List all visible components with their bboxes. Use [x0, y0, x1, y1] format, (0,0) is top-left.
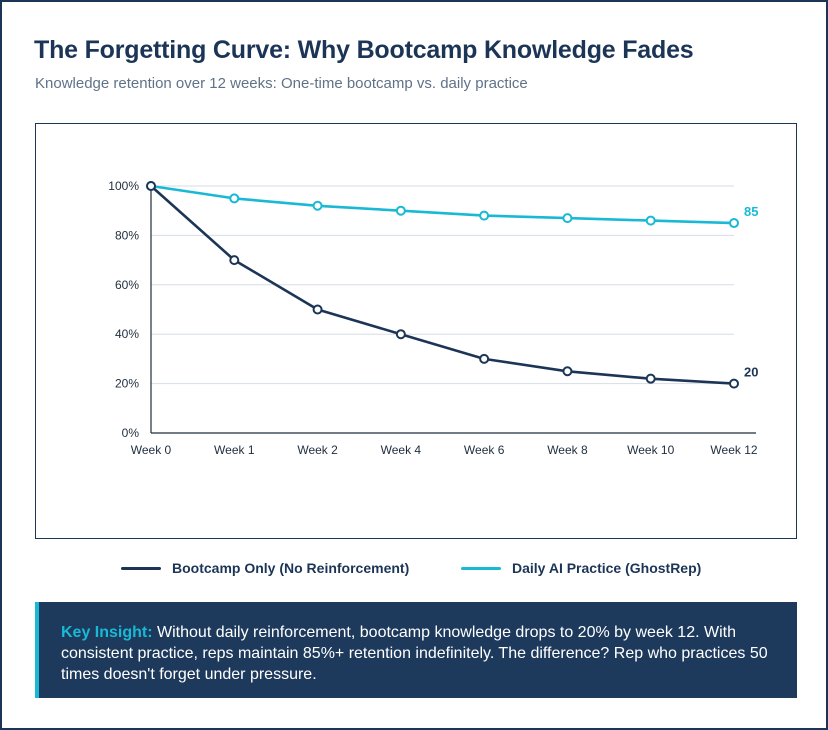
legend-label-bootcamp: Bootcamp Only (No Reinforcement) — [172, 560, 410, 576]
line-chart: 0% 20% 40% 60% 80% 100% Week 0 Week 1 Week 2 Week… — [108, 179, 758, 457]
insight-title: Key Insight: — [61, 624, 153, 641]
x-tick-label: Week 8 — [547, 443, 588, 457]
legend-item-bootcamp[interactable]: Bootcamp Only (No Reinforcement) — [121, 557, 409, 579]
data-point-series-1 — [395, 205, 406, 216]
data-point-series-0 — [729, 378, 739, 389]
data-point-series-1 — [229, 193, 240, 204]
key-insight-box: Key Insight: Without daily reinforcement… — [35, 602, 797, 698]
series-line-1 — [150, 184, 735, 225]
insight-text: Without daily reinforcement, bootcamp kn… — [61, 624, 768, 683]
data-point-series-0 — [645, 373, 656, 384]
x-tick-label: Week 1 — [214, 443, 255, 457]
data-point-series-1 — [729, 218, 739, 229]
x-tick-label: Week 2 — [297, 443, 338, 457]
x-tick-label: Week 12 — [710, 443, 757, 457]
legend-item-daily-practice[interactable]: Daily AI Practice (GhostRep) — [461, 557, 701, 579]
x-tick-label: Week 4 — [381, 443, 422, 457]
data-point-series-0 — [479, 353, 490, 364]
chart-title: The Forgetting Curve: Why Bootcamp Knowl… — [34, 36, 694, 64]
y-tick-label: 0% — [122, 426, 140, 440]
y-tick-label: 80% — [115, 228, 139, 242]
data-point-series-1 — [645, 215, 656, 226]
legend-swatch-daily-practice — [461, 566, 501, 570]
legend-swatch-bootcamp — [121, 566, 161, 570]
legend: Bootcamp Only (No Reinforcement) Daily A… — [2, 557, 828, 579]
end-value-label-series-0: 20 — [744, 365, 758, 380]
data-point-series-1 — [312, 200, 323, 211]
y-tick-label: 60% — [115, 278, 139, 292]
end-value-label-series-1: 85 — [744, 204, 758, 219]
data-point-series-1 — [479, 210, 490, 221]
data-point-series-1 — [562, 213, 573, 224]
data-point-series-0 — [562, 366, 573, 377]
data-point-series-0 — [146, 181, 156, 191]
x-tick-label: Week 0 — [131, 443, 172, 457]
chart-subtitle: Knowledge retention over 12 weeks: One-t… — [35, 75, 528, 92]
x-tick-label: Week 6 — [464, 443, 505, 457]
legend-label-daily-practice: Daily AI Practice (GhostRep) — [512, 560, 702, 576]
data-point-series-0 — [312, 304, 323, 315]
series-line-0 — [150, 185, 735, 385]
chart-area: 0% 20% 40% 60% 80% 100% Week 0 Week 1 Week 2 Week… — [35, 123, 797, 539]
data-point-series-0 — [229, 255, 240, 266]
y-tick-label: 40% — [115, 327, 139, 341]
y-tick-label: 100% — [108, 179, 139, 193]
data-point-series-0 — [395, 329, 406, 340]
x-tick-label: Week 10 — [627, 443, 674, 457]
y-tick-label: 20% — [115, 377, 139, 391]
